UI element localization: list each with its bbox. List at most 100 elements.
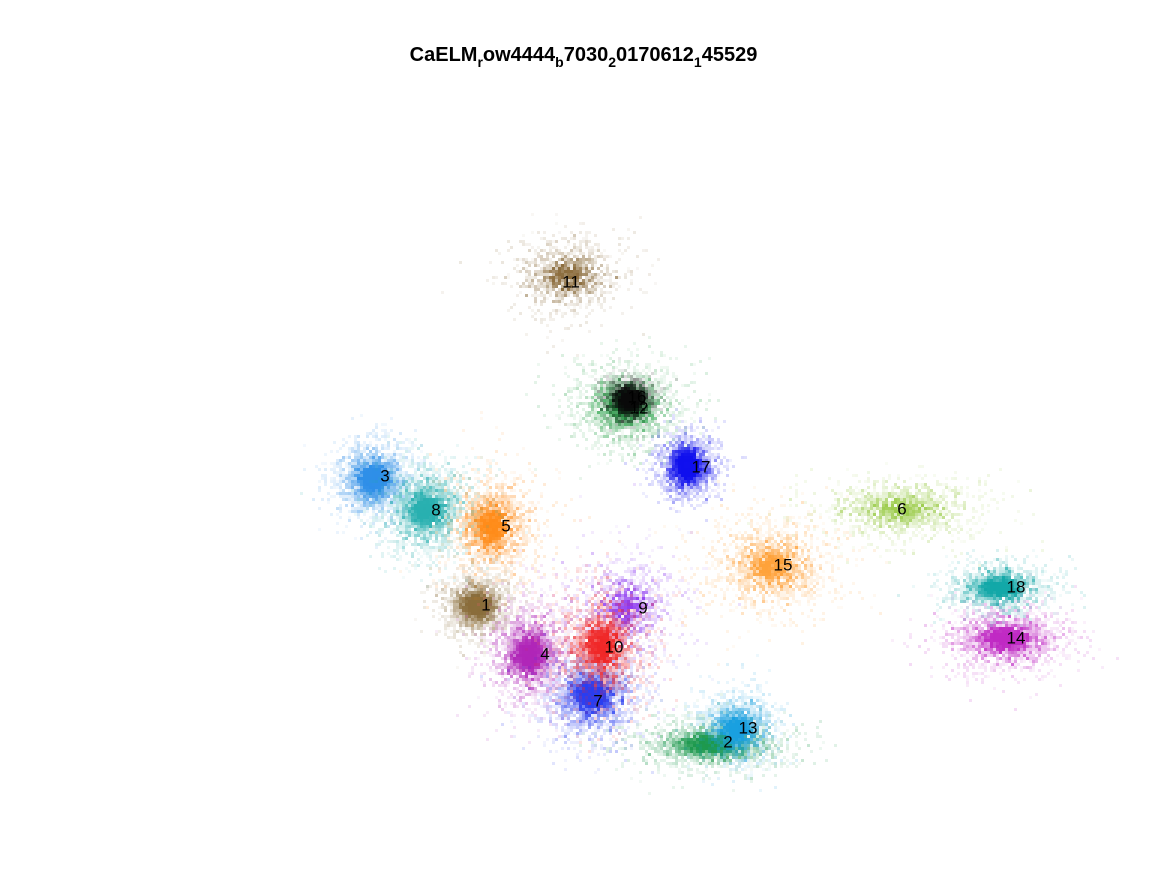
point xyxy=(516,627,519,630)
point xyxy=(792,756,795,759)
point xyxy=(492,606,495,609)
point xyxy=(486,645,489,648)
point xyxy=(720,693,723,696)
point xyxy=(495,606,498,609)
point xyxy=(501,627,504,630)
point xyxy=(471,585,474,588)
point xyxy=(468,582,471,585)
point xyxy=(507,582,510,585)
point xyxy=(495,615,498,618)
point xyxy=(474,633,477,636)
point xyxy=(477,588,480,591)
point xyxy=(489,597,492,600)
point xyxy=(318,486,321,489)
point xyxy=(447,597,450,600)
point xyxy=(654,732,657,735)
point xyxy=(627,759,630,762)
point xyxy=(453,600,456,603)
point xyxy=(501,594,504,597)
point xyxy=(468,621,471,624)
point xyxy=(681,756,684,759)
point xyxy=(414,618,417,621)
point xyxy=(693,750,696,753)
point xyxy=(336,480,339,483)
point xyxy=(495,582,498,585)
point xyxy=(465,618,468,621)
point xyxy=(672,720,675,723)
point xyxy=(447,636,450,639)
point xyxy=(690,768,693,771)
point xyxy=(495,606,498,609)
point xyxy=(462,567,465,570)
point xyxy=(690,756,693,759)
point xyxy=(459,612,462,615)
point xyxy=(483,621,486,624)
point xyxy=(681,744,684,747)
point xyxy=(489,597,492,600)
point xyxy=(483,585,486,588)
point xyxy=(495,591,498,594)
point xyxy=(471,609,474,612)
point xyxy=(450,597,453,600)
point xyxy=(480,627,483,630)
point xyxy=(687,750,690,753)
point xyxy=(489,612,492,615)
point xyxy=(504,606,507,609)
point xyxy=(678,777,681,780)
point xyxy=(468,591,471,594)
point xyxy=(762,762,765,765)
point xyxy=(477,585,480,588)
point xyxy=(666,741,669,744)
point xyxy=(477,618,480,621)
point xyxy=(489,609,492,612)
point xyxy=(456,576,459,579)
point xyxy=(669,747,672,750)
point xyxy=(489,588,492,591)
point xyxy=(492,588,495,591)
point xyxy=(516,588,519,591)
point xyxy=(477,588,480,591)
point xyxy=(456,609,459,612)
point xyxy=(465,606,468,609)
point xyxy=(480,567,483,570)
point xyxy=(483,654,486,657)
point xyxy=(468,615,471,618)
point xyxy=(498,612,501,615)
point xyxy=(717,771,720,774)
point xyxy=(480,633,483,636)
point xyxy=(468,609,471,612)
point xyxy=(699,756,702,759)
point xyxy=(456,606,459,609)
point xyxy=(495,576,498,579)
point xyxy=(504,597,507,600)
point xyxy=(660,750,663,753)
point xyxy=(480,567,483,570)
point xyxy=(516,612,519,615)
point xyxy=(465,600,468,603)
point xyxy=(477,585,480,588)
point xyxy=(444,618,447,621)
point xyxy=(681,765,684,768)
point xyxy=(456,600,459,603)
point xyxy=(477,582,480,585)
point xyxy=(489,600,492,603)
point xyxy=(474,579,477,582)
point xyxy=(462,612,465,615)
point xyxy=(426,588,429,591)
point xyxy=(654,705,657,708)
point xyxy=(693,744,696,747)
point xyxy=(480,639,483,642)
point xyxy=(489,573,492,576)
point xyxy=(459,606,462,609)
point xyxy=(690,741,693,744)
point xyxy=(483,618,486,621)
point xyxy=(495,594,498,597)
point xyxy=(489,615,492,618)
point xyxy=(444,609,447,612)
point xyxy=(474,627,477,630)
point xyxy=(639,771,642,774)
point xyxy=(480,630,483,633)
point xyxy=(495,597,498,600)
point xyxy=(813,762,816,765)
point xyxy=(459,612,462,615)
